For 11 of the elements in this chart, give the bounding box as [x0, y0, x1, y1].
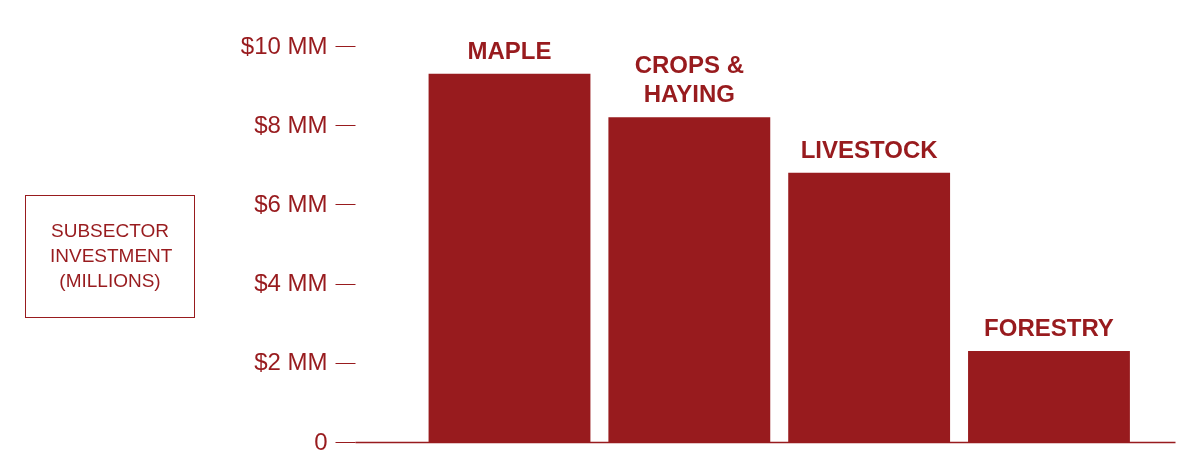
y-tick-label: $6 MM — [254, 189, 328, 217]
x-tick-label: MAPLE — [467, 36, 552, 64]
x-tick-label: FORESTRY — [984, 313, 1114, 341]
y-tick-label: $4 MM — [254, 269, 328, 297]
y-tick-label: $10 MM — [240, 31, 328, 59]
x-tick-label: LIVESTOCK — [800, 135, 939, 163]
x-tick-label: CROPS & HAYING — [634, 51, 745, 108]
y-tick-label: $8 MM — [254, 110, 328, 138]
y-tick-label: 0 — [314, 427, 328, 454]
y-axis-title: SUBSECTOR INVESTMENT (MILLIONS) — [50, 219, 173, 293]
y-tick-label: $2 MM — [254, 348, 328, 376]
